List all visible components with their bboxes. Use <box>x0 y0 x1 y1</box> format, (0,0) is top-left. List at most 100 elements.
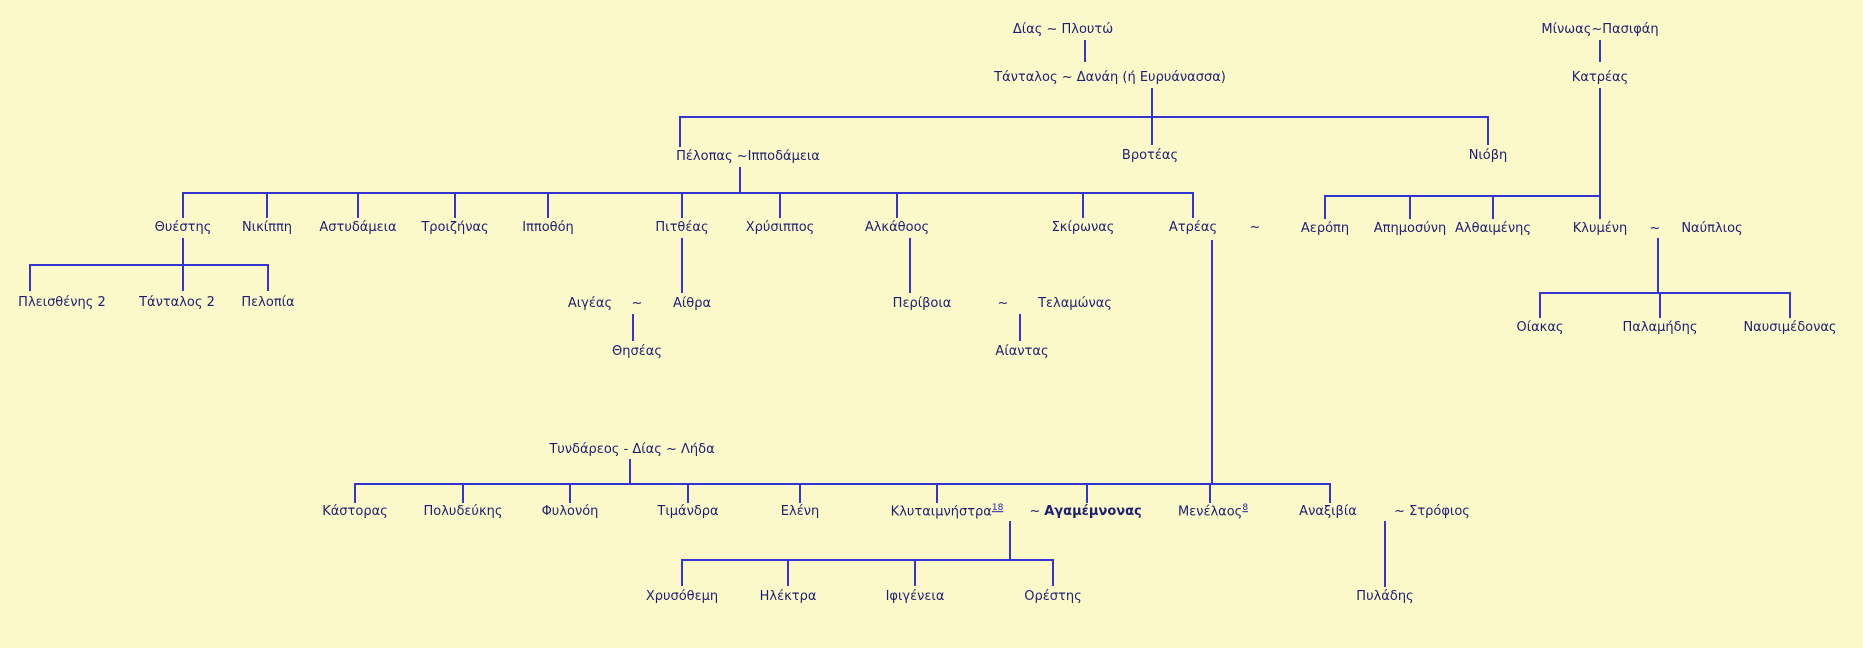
marriage-tilde: ~ <box>997 295 1009 311</box>
person-klymene: Κλυμένη <box>1572 220 1628 236</box>
connector-line <box>1324 195 1601 197</box>
connector-line <box>681 238 683 293</box>
person-pittheas: Πιτθέας <box>655 219 709 235</box>
connector-line <box>1599 196 1601 219</box>
connector-line <box>1019 314 1021 341</box>
person-thyestes: Θυέστης <box>154 219 212 235</box>
connector-line <box>1329 484 1331 503</box>
connector-line <box>679 116 1489 118</box>
connector-line <box>681 193 683 218</box>
person-astydameia: Αστυδάμεια <box>319 219 397 235</box>
person-klytaimnestra: Κλυταιμνήστρα18 <box>890 503 1004 520</box>
connector-line <box>632 314 634 341</box>
connector-line <box>1086 484 1088 503</box>
person-nausimedonas: Ναυσιμέδονας <box>1743 319 1837 335</box>
person-pelopas-hippodameia: Πέλοπας ~Ιπποδάμεια <box>676 148 820 164</box>
connector-line <box>1192 193 1194 218</box>
marriage-tilde: ~ <box>1029 503 1041 519</box>
connector-line <box>1082 193 1084 218</box>
connector-line <box>454 193 456 218</box>
person-skironas: Σκίρωνας <box>1051 219 1115 235</box>
person-broteas: Βροτέας <box>1121 147 1179 163</box>
person-pylades: Πυλάδης <box>1356 588 1414 604</box>
person-nauplios: Ναύπλιος <box>1681 220 1743 236</box>
connector-line <box>687 484 689 503</box>
connector-line <box>569 484 571 503</box>
footnote-ref[interactable]: 18 <box>991 503 1004 514</box>
marriage-tilde: ~ <box>631 295 643 311</box>
person-polydeukis: Πολυδεύκης <box>423 503 503 519</box>
connector-line <box>936 484 938 503</box>
connector-line <box>357 193 359 218</box>
person-niobe: Νιόβη <box>1468 147 1508 163</box>
person-aigeas: Αιγέας <box>567 295 613 311</box>
person-elektra: Ηλέκτρα <box>759 588 817 604</box>
person-kastoras: Κάστορας <box>322 503 388 519</box>
connector-line <box>267 265 269 291</box>
connector-line <box>909 238 911 293</box>
person-strophios: ~ Στρόφιος <box>1394 503 1470 519</box>
marriage-tilde: ~ <box>1249 219 1261 235</box>
connector-line <box>29 264 269 266</box>
person-tantalos-2: Τάνταλος 2 <box>139 294 215 310</box>
person-althaimenes: Αλθαιμένης <box>1455 220 1531 236</box>
connector-line <box>681 560 683 586</box>
connector-line <box>182 193 184 218</box>
connector-line <box>799 484 801 503</box>
connector-line <box>1659 293 1661 318</box>
person-menelaos: Μενέλαος8 <box>1177 503 1249 520</box>
connector-line <box>1487 117 1489 145</box>
person-chrysothemi: Χρυσόθεμη <box>645 588 719 604</box>
person-nikippe: Νικίππη <box>241 219 293 235</box>
footnote-ref[interactable]: 8 <box>1242 503 1249 514</box>
person-agamemnonas: Αγαμέμνονας <box>1044 503 1142 519</box>
person-theseas: Θησέας <box>612 343 662 359</box>
connector-line <box>462 484 464 503</box>
person-aerope: Αερόπη <box>1300 220 1350 236</box>
connector-line <box>1539 293 1541 318</box>
person-troizenas: Τροιζήνας <box>421 219 489 235</box>
connector-line <box>779 193 781 218</box>
person-telamonas: Τελαμώνας <box>1038 295 1112 311</box>
person-orestes: Ορέστης <box>1024 588 1082 604</box>
connector-line <box>1599 88 1601 196</box>
bottom-margin-strip <box>0 648 1863 670</box>
marriage-tilde: ~ <box>1649 220 1661 236</box>
person-phylonoe: Φυλονόη <box>541 503 599 519</box>
connector-line <box>182 192 1194 194</box>
connector-line <box>681 559 1054 561</box>
connector-line <box>679 117 681 147</box>
person-aithra: Αίθρα <box>672 295 712 311</box>
person-dias-plouto: Δίας ~ Πλουτώ <box>1012 21 1114 37</box>
person-atreas: Ατρέας <box>1168 219 1218 235</box>
connector-line <box>354 483 1331 485</box>
person-palamedes: Παλαμήδης <box>1622 319 1698 335</box>
person-iphigeneia: Ιφιγένεια <box>885 588 945 604</box>
person-elene: Ελένη <box>780 503 820 519</box>
connector-line <box>266 193 268 218</box>
connector-line <box>896 193 898 218</box>
connector-line <box>1052 560 1054 586</box>
person-chrysippos: Χρύσιππος <box>745 219 815 235</box>
person-apemosyne: Απημοσύνη <box>1373 220 1447 236</box>
connector-line <box>1657 238 1659 294</box>
person-timandra: Τιμάνδρα <box>657 503 719 519</box>
connector-line <box>629 459 631 484</box>
connector-line <box>1599 40 1601 62</box>
connector-line <box>1009 521 1011 561</box>
person-minoas-pasiphae: Μίνωας~Πασιφάη <box>1541 21 1659 37</box>
connector-line <box>914 560 916 586</box>
person-tyndareos-dias-leda: Τυνδάρεος - Δίας ~ Λήδα <box>549 441 715 457</box>
connector-line <box>1324 196 1326 219</box>
connector-line <box>1211 240 1213 484</box>
connector-line <box>1539 292 1791 294</box>
connector-line <box>1209 484 1211 503</box>
person-oiakas: Οίακας <box>1516 319 1564 335</box>
person-hippothoe: Ιπποθόη <box>522 219 574 235</box>
connector-line <box>739 167 741 194</box>
person-alkathoos: Αλκάθοος <box>864 219 930 235</box>
connector-line <box>547 193 549 218</box>
person-pleisthenes-2: Πλεισθένης 2 <box>18 294 106 310</box>
person-tantalos-danae: Τάνταλος ~ Δανάη (ή Ευρυάνασσα) <box>994 69 1226 85</box>
